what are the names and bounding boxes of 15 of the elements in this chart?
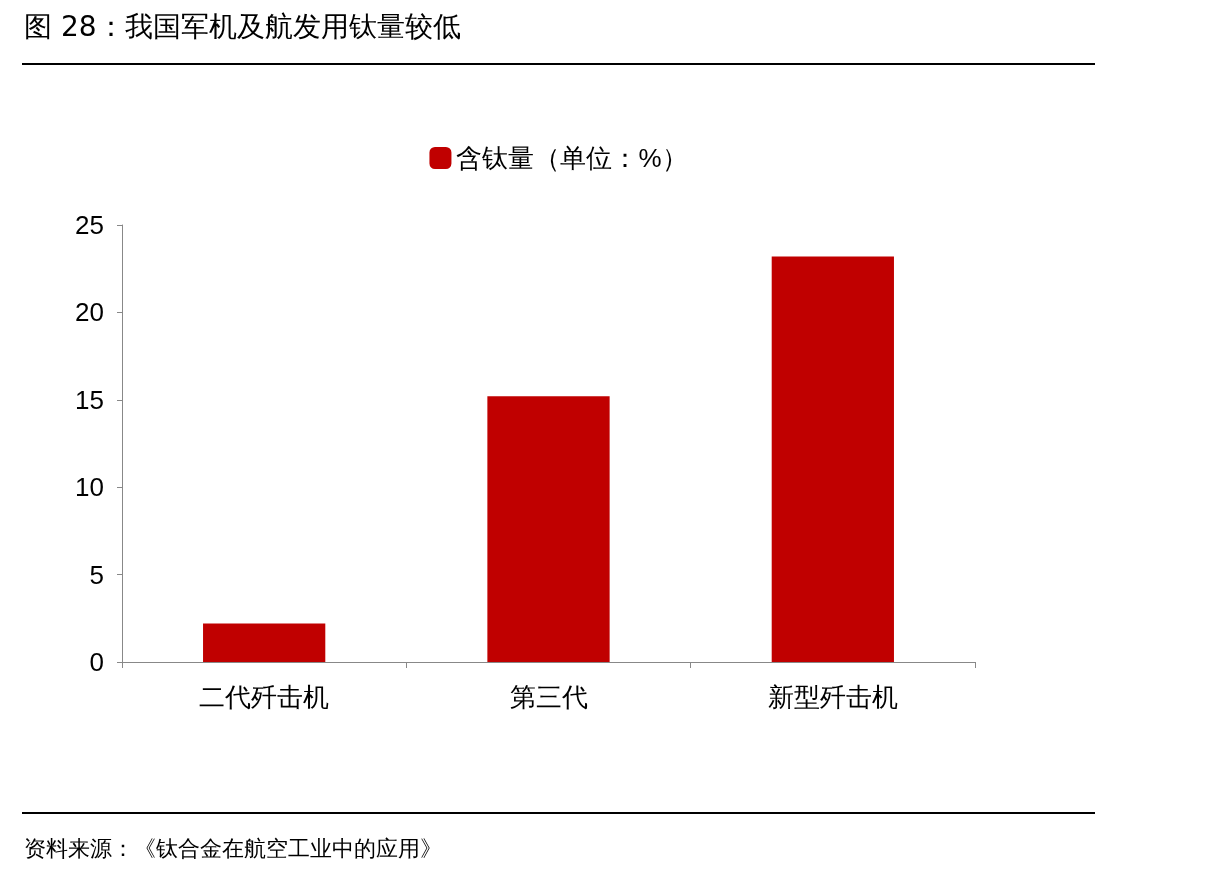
legend-label: 含钛量（单位：%）: [456, 143, 688, 173]
x-tick-label: 第三代: [509, 682, 588, 712]
bar: [771, 256, 894, 662]
chart-title: 图 28：我国军机及航发用钛量较低: [24, 9, 461, 45]
x-tick-label: 新型歼击机: [767, 682, 898, 712]
text: 资料来源：《钛合金在航空工业中的应用》: [24, 835, 442, 863]
bar: [203, 623, 326, 662]
y-tick-label: 0: [89, 647, 104, 677]
y-tick-label: 20: [75, 297, 104, 328]
bar: [487, 396, 610, 662]
y-tick-label: 15: [75, 384, 104, 415]
x-tick-label: 二代歼击机: [199, 682, 330, 712]
y-tick-label: 10: [75, 472, 104, 503]
y-tick-label: 25: [75, 210, 104, 240]
y-tick-label: 5: [89, 559, 104, 590]
